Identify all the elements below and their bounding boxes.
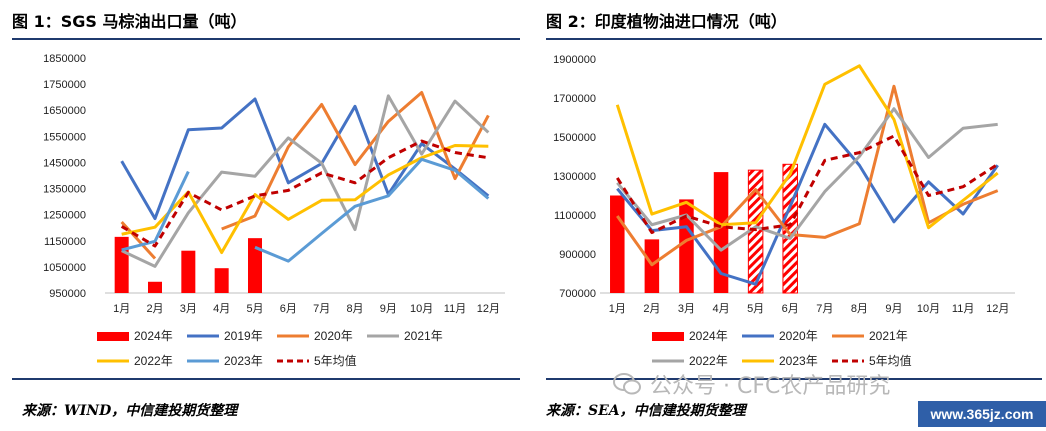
y-tick-label: 1350000 — [43, 184, 86, 196]
x-tick-label: 2月 — [643, 303, 660, 315]
y-tick-label: 700000 — [559, 288, 596, 300]
x-tick-label: 7月 — [313, 303, 330, 315]
bar-2024 — [181, 250, 196, 293]
bar-2024 — [610, 195, 625, 293]
x-tick-label: 10月 — [917, 303, 940, 315]
legend-label: 2022年 — [689, 354, 728, 368]
bar-2024 — [148, 281, 162, 293]
y-tick-label: 1500000 — [553, 132, 596, 144]
series-line — [121, 94, 490, 268]
legend-label: 2021年 — [869, 329, 908, 343]
series-line — [121, 170, 190, 252]
series-line — [616, 107, 998, 252]
site-badge[interactable]: www.365jz.com — [918, 401, 1046, 427]
y-tick-label: 1550000 — [43, 131, 86, 143]
x-tick-label: 5月 — [747, 303, 764, 315]
x-tick-label: 2月 — [146, 303, 163, 315]
y-tick-label: 1850000 — [43, 53, 86, 65]
y-tick-label: 1250000 — [43, 210, 86, 222]
y-tick-label: 1450000 — [43, 157, 86, 169]
x-tick-label: 8月 — [851, 303, 868, 315]
left-bottom-rule — [12, 378, 520, 380]
legend-label: 2022年 — [134, 354, 173, 368]
legend-swatch — [652, 332, 684, 341]
y-tick-label: 1150000 — [44, 236, 86, 248]
x-tick-label: 11月 — [952, 303, 974, 315]
legend-label: 2023年 — [224, 354, 263, 368]
legend-label: 2020年 — [314, 329, 353, 343]
legend-label: 2024年 — [134, 329, 173, 343]
x-tick-label: 1月 — [113, 303, 130, 315]
bar-2024 — [114, 236, 129, 293]
series-line — [120, 97, 490, 221]
right-chart: 700000 900000 1100000 1300000 1500000 1700000… — [553, 54, 1015, 368]
x-tick-label: 9月 — [885, 303, 902, 315]
x-tick-label: 12月 — [986, 303, 1009, 315]
series-line — [615, 64, 999, 230]
x-tick-label: 1月 — [609, 303, 626, 315]
legend-label: 5年均值 — [869, 353, 912, 368]
watermark-text: 公众号 · CFC农产品研究 — [650, 374, 891, 399]
x-tick-label: 3月 — [678, 303, 695, 315]
right-bottom-rule — [546, 378, 1042, 380]
x-tick-label: 7月 — [816, 303, 833, 315]
y-tick-label: 900000 — [559, 249, 596, 261]
right-source-note: 来源：SEA，中信建投期货整理 — [546, 403, 746, 419]
legend-label: 5年均值 — [314, 353, 357, 368]
legend-label: 2023年 — [779, 354, 818, 368]
right-title-rule — [546, 38, 1042, 40]
bar-2024 — [679, 199, 694, 293]
x-tick-label: 3月 — [180, 303, 197, 315]
y-tick-label: 1900000 — [553, 54, 596, 66]
right-figure-title: 图 2：印度植物油进口情况（吨） — [546, 12, 787, 31]
series-line — [254, 157, 490, 263]
series-line — [616, 122, 999, 286]
y-tick-label: 1650000 — [43, 105, 86, 117]
x-tick-label: 6月 — [782, 303, 799, 315]
y-tick-label: 950000 — [49, 288, 86, 300]
series-line — [616, 84, 999, 267]
y-tick-label: 1750000 — [43, 79, 86, 91]
x-tick-label: 12月 — [477, 303, 500, 315]
bar-2024 — [248, 238, 262, 293]
left-title-rule — [12, 38, 520, 40]
legend-label: 2020年 — [779, 329, 818, 343]
x-tick-label: 4月 — [712, 303, 729, 315]
x-tick-label: 8月 — [346, 303, 363, 315]
left-figure-title: 图 1：SGS 马棕油出口量（吨） — [12, 12, 247, 31]
y-tick-label: 1100000 — [554, 210, 596, 222]
x-tick-label: 5月 — [246, 303, 263, 315]
x-tick-label: 9月 — [380, 303, 397, 315]
wechat-icon — [613, 373, 641, 395]
y-tick-label: 1700000 — [553, 93, 596, 105]
x-tick-label: 11月 — [444, 303, 466, 315]
left-source-note: 来源：WIND，中信建投期货整理 — [22, 403, 238, 419]
series-line — [120, 139, 489, 248]
x-tick-label: 6月 — [280, 303, 297, 315]
series-line — [616, 134, 999, 235]
series-line — [121, 143, 489, 255]
bar-2024 — [713, 172, 729, 293]
legend-label: 2021年 — [404, 329, 443, 343]
legend-label: 2024年 — [689, 329, 728, 343]
x-tick-label: 4月 — [213, 303, 230, 315]
legend-label: 2019年 — [224, 329, 263, 343]
y-tick-label: 1050000 — [43, 262, 86, 274]
y-tick-label: 1300000 — [553, 171, 596, 183]
x-tick-label: 10月 — [410, 303, 433, 315]
bar-2024 — [214, 268, 229, 293]
left-chart: 950000 1050000 1150000 1250000 1350000 145000… — [43, 53, 505, 368]
legend-swatch — [97, 332, 129, 341]
